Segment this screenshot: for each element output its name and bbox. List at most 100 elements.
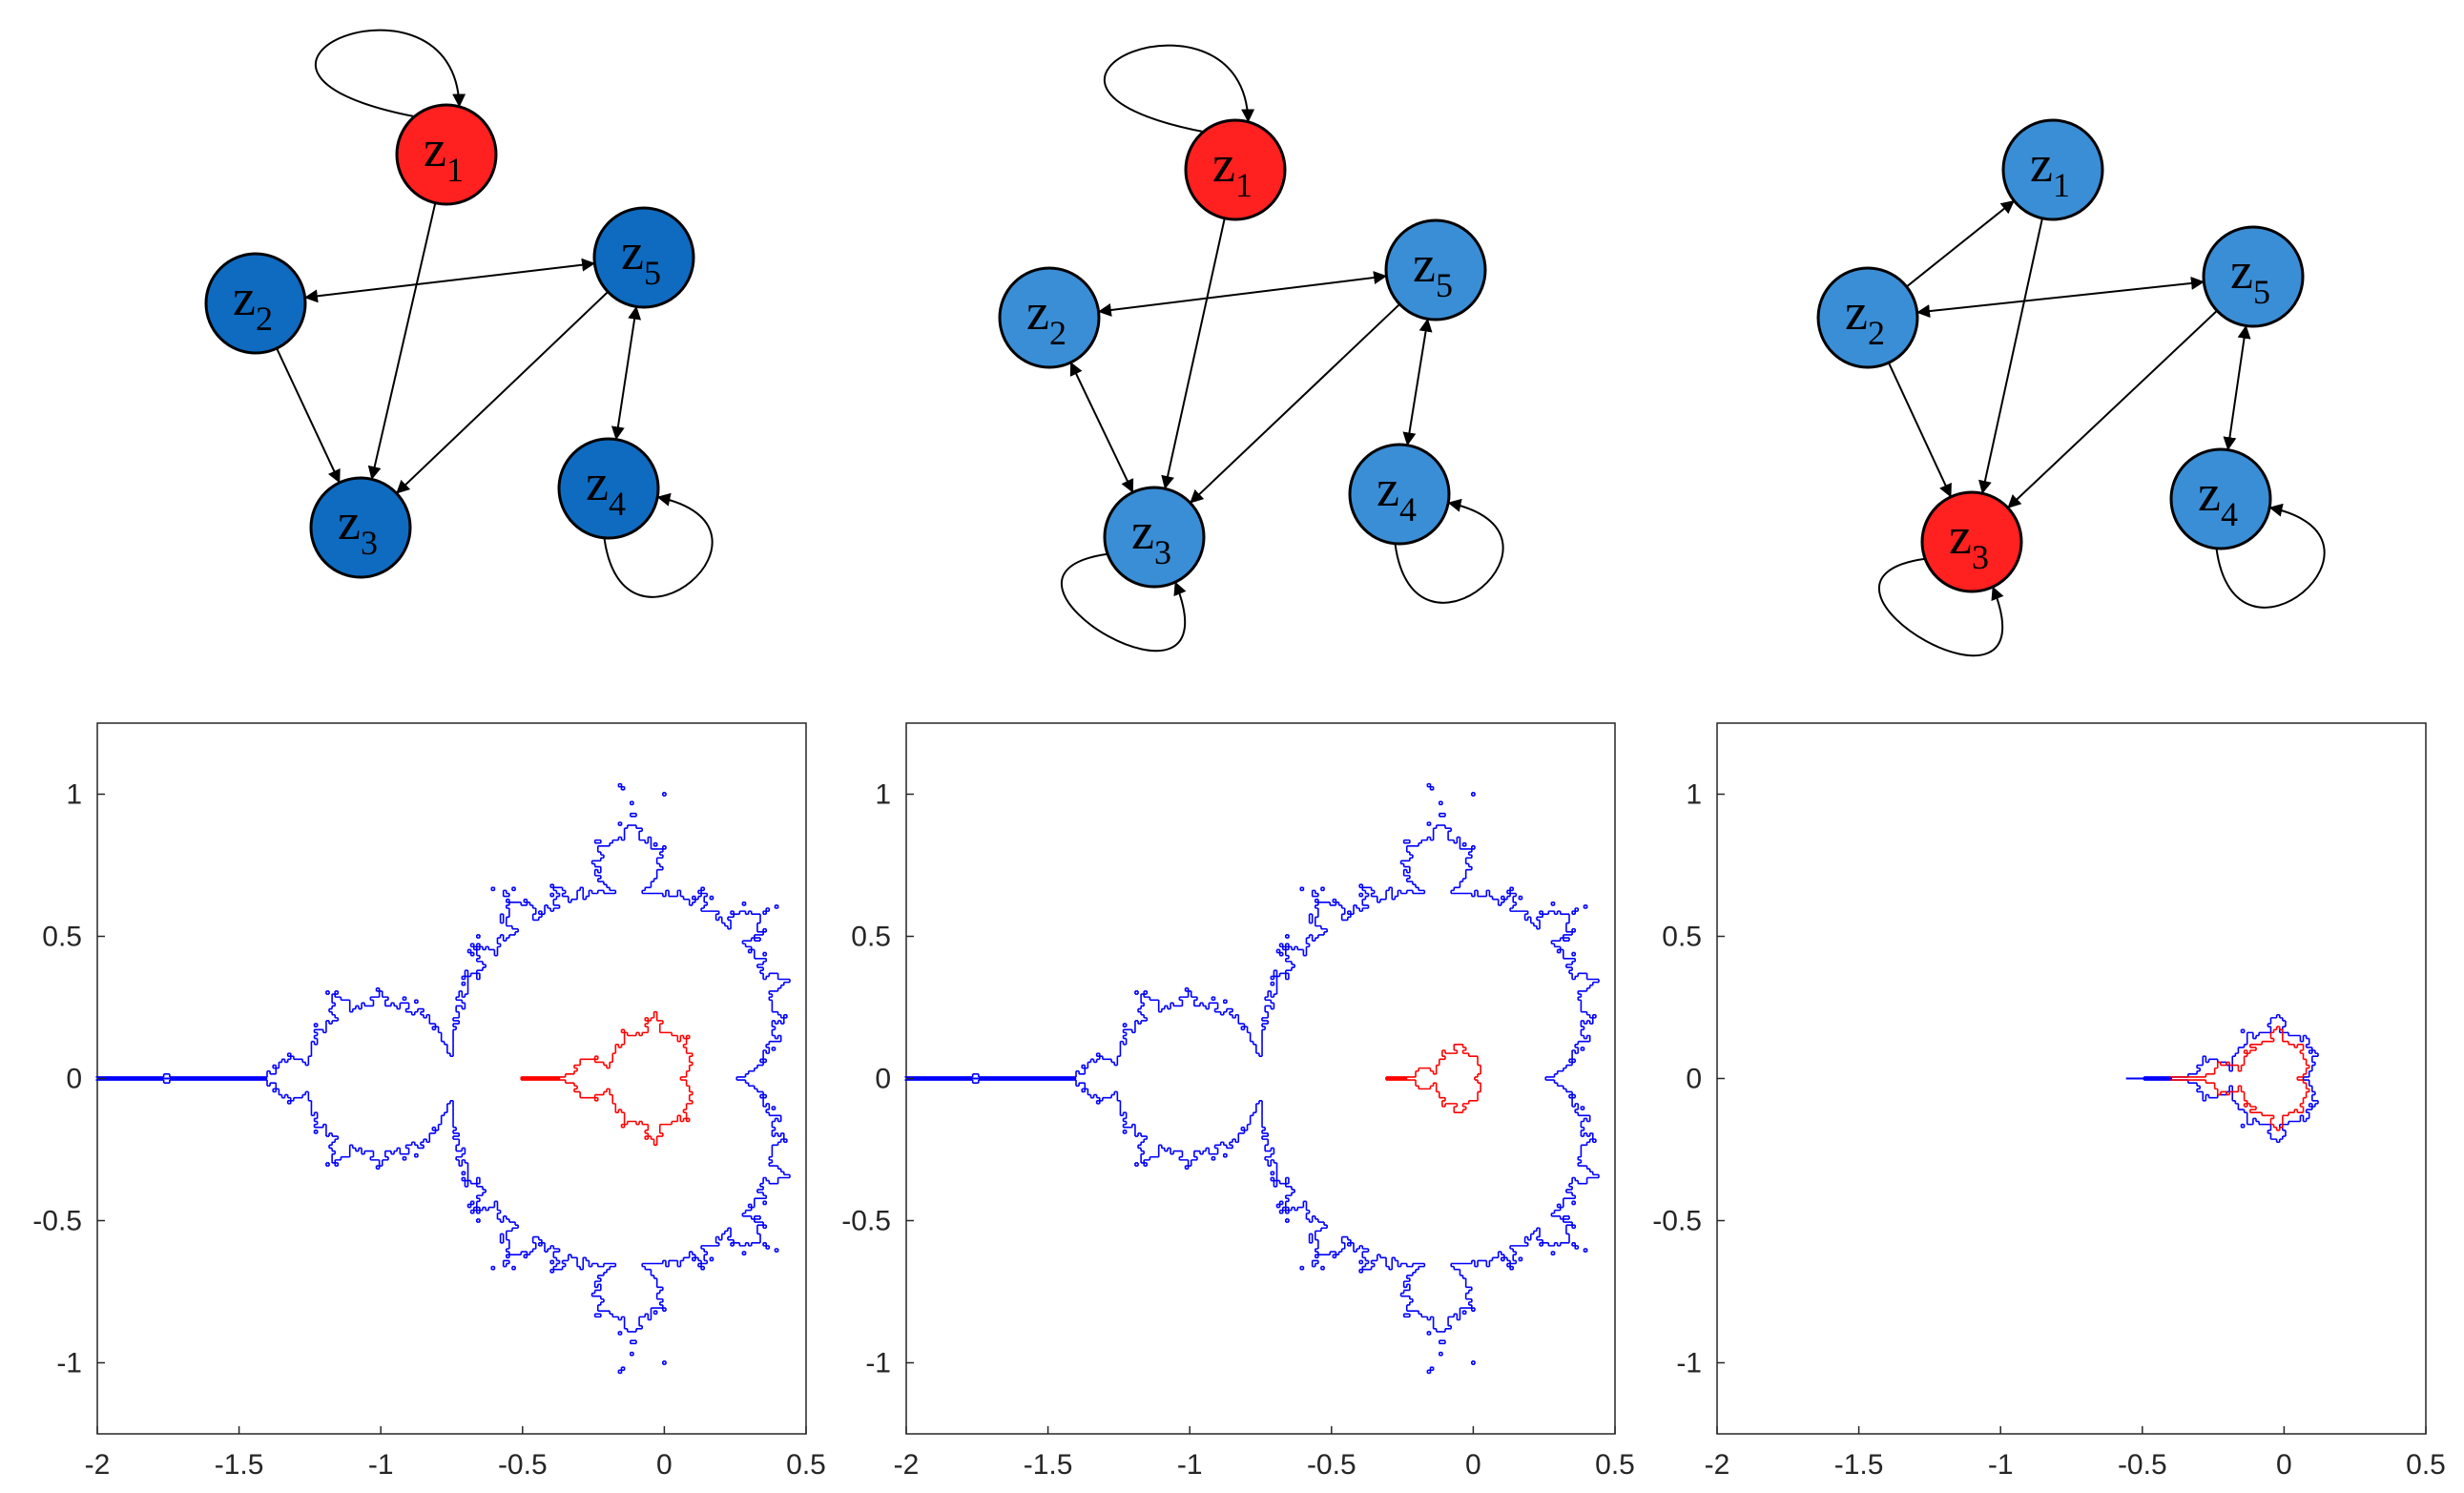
node-label: z1 — [424, 120, 464, 189]
x-tick-label: 0 — [1465, 1449, 1481, 1481]
x-tick-label: 0.5 — [786, 1449, 826, 1481]
node-z4: z4 — [1348, 443, 1451, 546]
node-subscript: 1 — [1235, 166, 1253, 204]
node-letter: z — [233, 269, 256, 326]
node-z1: z1 — [1184, 118, 1287, 221]
x-tick-labels: -2 -1.5 -1 -0.5 0 0.5 — [1705, 1449, 2446, 1481]
x-tick-label: -1.5 — [1834, 1449, 1884, 1481]
node-circle — [2169, 447, 2272, 550]
node-circle — [2001, 118, 2104, 221]
set-plots: -2 -1.5 -1 -0.5 0 0.5 1 0.5 0 -0.5 -1 -2 -1.5 -1 -0.5 0… — [32, 722, 2446, 1481]
node-z5: z5 — [1384, 218, 1487, 321]
red-set-boundary — [1385, 1044, 1481, 1113]
x-tick-label: 0 — [2276, 1449, 2292, 1481]
x-tick-label: -1 — [1988, 1449, 2014, 1481]
y-tick-label: -0.5 — [1652, 1206, 1702, 1237]
node-label: z1 — [1212, 135, 1253, 204]
edge-z5-z4 — [2223, 324, 2251, 451]
y-tick-label: -1 — [56, 1348, 82, 1379]
node-letter: z — [1212, 135, 1235, 193]
node-subscript: 5 — [2253, 273, 2270, 311]
y-tick-label: 1 — [1686, 779, 1702, 811]
blue-set-boundary — [904, 782, 1600, 1375]
edge-z2-z5 — [303, 258, 596, 303]
node-letter: z — [1949, 508, 1972, 565]
blue-set-boundary — [95, 782, 791, 1375]
self-loop-edge-z1 — [1104, 44, 1255, 134]
axes-box — [1716, 722, 2427, 1435]
node-letter: z — [424, 120, 446, 177]
node-subscript: 1 — [2053, 166, 2070, 204]
edge-z5-z3 — [395, 291, 610, 494]
node-subscript: 4 — [2221, 495, 2238, 533]
node-letter: z — [2230, 242, 2253, 300]
node-letter: z — [2198, 465, 2221, 522]
x-tick-labels: -2 -1.5 -1 -0.5 0 0.5 — [894, 1449, 1635, 1481]
node-subscript: 1 — [446, 151, 464, 189]
node-z4: z4 — [2169, 447, 2272, 550]
self-loop-edge-z4 — [1394, 498, 1504, 604]
edge-z2-z5 — [1916, 276, 2205, 319]
red-set-boundary — [520, 1010, 694, 1147]
node-label: z1 — [2030, 135, 2070, 204]
node-subscript: 4 — [609, 485, 626, 523]
node-subscript: 2 — [1868, 314, 1885, 352]
y-tick-label: 0.5 — [42, 922, 82, 953]
node-letter: z — [1377, 460, 1399, 517]
node-letter: z — [1026, 283, 1049, 341]
edge-z2-z3 — [1887, 362, 1953, 498]
y-tick-label: -0.5 — [841, 1206, 891, 1237]
edge-z5-z3 — [1190, 303, 1400, 504]
blue-set-boundary-path — [904, 782, 1600, 1375]
red-set-boundary-path — [2169, 1026, 2310, 1131]
edge-z1-z3 — [1161, 218, 1226, 489]
blue-set-boundary — [2143, 1013, 2319, 1144]
x-tick-label: -0.5 — [2118, 1449, 2167, 1481]
x-tick-label: -2 — [1705, 1449, 1730, 1481]
node-letter: z — [586, 454, 609, 511]
x-tick-label: -1 — [1177, 1449, 1203, 1481]
y-tick-label: -1 — [865, 1348, 891, 1379]
edge-z2-z1 — [1906, 199, 2015, 288]
red-set-boundary-path — [1385, 1044, 1481, 1113]
node-subscript: 2 — [256, 300, 273, 338]
plot-2: -2 -1.5 -1 -0.5 0 0.5 1 0.5 0 -0.5 -1 — [841, 722, 1635, 1481]
y-tick-label: 0.5 — [851, 922, 891, 953]
node-subscript: 4 — [1399, 490, 1417, 529]
node-z2: z2 — [1816, 266, 1919, 369]
node-z3: z3 — [309, 476, 412, 579]
node-z3: z3 — [1103, 486, 1206, 589]
node-circle — [1920, 490, 2023, 593]
node-circle — [1816, 266, 1919, 369]
y-tick-label: 1 — [66, 779, 82, 811]
graph-edges — [276, 29, 714, 598]
self-loop-edge-z4 — [2215, 503, 2326, 609]
edge-z5-z3 — [2007, 309, 2218, 509]
x-tick-label: -2 — [85, 1449, 111, 1481]
blue-set-boundary-path — [95, 782, 791, 1375]
y-tick-labels: 1 0.5 0 -0.5 -1 — [1652, 779, 1702, 1379]
node-letter: z — [1131, 503, 1154, 560]
node-circle — [592, 206, 695, 309]
node-circle — [395, 103, 498, 206]
node-label: z5 — [621, 223, 661, 292]
node-subscript: 3 — [1154, 533, 1171, 571]
node-z2: z2 — [204, 252, 307, 355]
x-tick-labels: -2 -1.5 -1 -0.5 0 0.5 — [85, 1449, 826, 1481]
node-z3: z3 — [1920, 490, 2023, 593]
self-loop-edge-z3 — [1877, 557, 2004, 657]
self-loop-edge-z1 — [315, 29, 466, 118]
red-set-boundary — [2169, 1026, 2310, 1131]
node-circle — [2202, 225, 2305, 328]
node-circle — [557, 437, 660, 540]
node-circle — [1103, 486, 1206, 589]
node-z4: z4 — [557, 437, 660, 540]
edge-z1-z3 — [367, 202, 437, 481]
node-z1: z1 — [395, 103, 498, 206]
x-tick-label: 0.5 — [2406, 1449, 2446, 1481]
edge-z1-z3 — [1978, 218, 2043, 494]
node-circle — [309, 476, 412, 579]
